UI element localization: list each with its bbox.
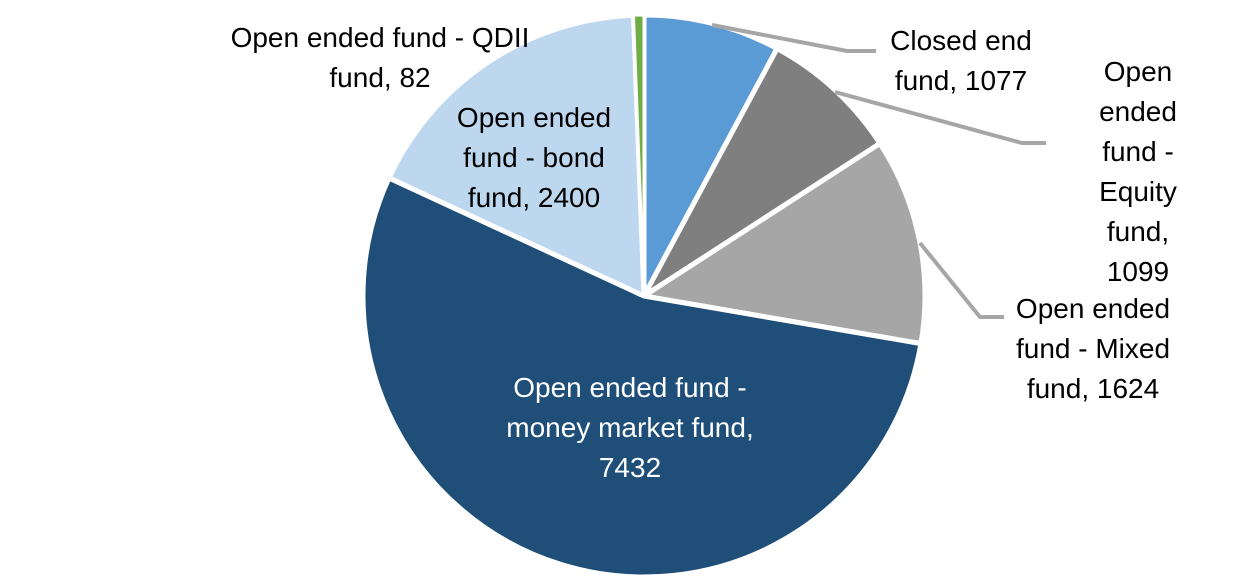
- data-label-closed-end-fund: Closed end fund, 1077: [890, 25, 1032, 96]
- pie-slice-qdii-fund: [631, 13, 646, 298]
- data-label-money-market-fund: Open ended fund - money market fund, 743…: [506, 372, 754, 483]
- leader-line-closed-end-fund: [711, 23, 876, 53]
- data-label-equity-fund: Open ended fund - Equity fund, 1099: [1099, 56, 1177, 287]
- pie-slice-mixed-fund: [641, 140, 928, 347]
- leader-line-equity-fund: [834, 90, 1046, 145]
- pie-slice-equity-fund: [641, 46, 883, 299]
- pie-slice-money-market-fund: [360, 175, 924, 580]
- pie-slice-bond-fund: [386, 12, 647, 299]
- leader-line-mixed-fund: [918, 241, 1004, 319]
- data-label-qdii-fund: Open ended fund - QDII fund, 82: [230, 22, 530, 93]
- data-label-bond-fund: Open ended fund - bond fund, 2400: [456, 102, 612, 213]
- data-label-mixed-fund: Open ended fund - Mixed fund, 1624: [1015, 293, 1171, 404]
